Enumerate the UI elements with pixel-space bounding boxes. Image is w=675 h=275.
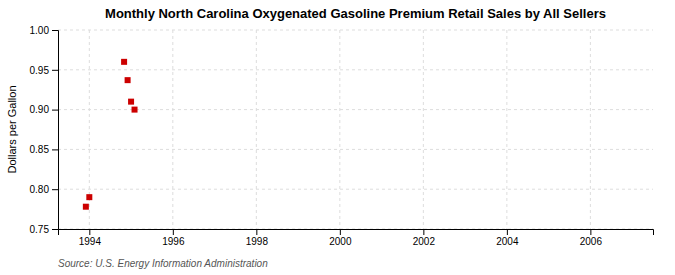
x-tick: 2006 xyxy=(580,229,603,247)
grid-line-x xyxy=(172,30,173,229)
title: Monthly North Carolina Oxygenated Gasoli… xyxy=(105,6,606,21)
x-axis: 1994 1996 1998 2000 2002 2004 2006 xyxy=(59,229,654,247)
y-tick-label: 0.85 xyxy=(30,144,50,155)
y-axis: 0.75 0.80 0.85 0.90 0.95 1.00 xyxy=(30,25,59,235)
points xyxy=(83,59,138,210)
x-tick-label: 1994 xyxy=(79,236,102,247)
y-axis-line xyxy=(52,31,59,230)
y-tick: 0.80 xyxy=(30,184,58,195)
grid-line-y xyxy=(58,109,653,110)
y-tick-label: 1.00 xyxy=(30,25,50,36)
grid-line-x xyxy=(590,30,591,229)
y-tick-label: 0.75 xyxy=(30,224,50,235)
y-tick: 0.90 xyxy=(30,104,58,115)
y-tick-label: 0.95 xyxy=(30,65,50,76)
grid-line-x xyxy=(256,30,257,229)
x-tick-label: 1998 xyxy=(246,236,269,247)
x-tick: 2000 xyxy=(329,229,352,247)
y-tick-label: 0.80 xyxy=(30,184,50,195)
x-tick-mark xyxy=(89,229,90,235)
point xyxy=(128,99,134,105)
x-tick-mark xyxy=(590,229,591,235)
point xyxy=(121,59,127,65)
y-tick-mark xyxy=(52,229,58,230)
y-tick: 1.00 xyxy=(30,25,58,36)
x-tick-label: 2000 xyxy=(329,236,352,247)
x-tick-mark xyxy=(423,229,424,235)
y-tick-mark xyxy=(52,70,58,71)
y-axis-title: Dollars per Gallon xyxy=(6,85,18,173)
grid-line-y xyxy=(58,69,653,70)
y-tick-mark xyxy=(52,110,58,111)
plot: 1994 1996 1998 2000 2002 2004 2006 0.75 0.80 0.85… xyxy=(30,25,654,247)
x-tick: 2002 xyxy=(413,229,436,247)
x-tick: 1996 xyxy=(162,229,185,247)
grid-line-y xyxy=(58,149,653,150)
point xyxy=(125,77,131,83)
point xyxy=(132,107,138,113)
grid-line-y xyxy=(58,189,653,190)
grid-line-x xyxy=(339,30,340,229)
x-tick-mark xyxy=(173,229,174,235)
x-tick: 1994 xyxy=(79,229,102,247)
chart: 1994 1996 1998 2000 2002 2004 2006 0.75 0.80 0.85… xyxy=(0,0,675,275)
x-tick-mark xyxy=(340,229,341,235)
y-tick: 0.85 xyxy=(30,144,58,155)
x-tick: 2004 xyxy=(496,229,519,247)
x-tick-label: 2006 xyxy=(580,236,603,247)
x-axis-line xyxy=(59,230,654,236)
x-tick: 1998 xyxy=(246,229,269,247)
grid-line-x xyxy=(506,30,507,229)
grid-line-y xyxy=(58,30,653,31)
grid xyxy=(58,30,653,229)
x-tick-mark xyxy=(507,229,508,235)
y-tick-mark xyxy=(52,149,58,150)
y-tick-mark xyxy=(52,189,58,190)
x-tick-label: 1996 xyxy=(162,236,185,247)
y-tick: 0.75 xyxy=(30,224,58,235)
x-tick-label: 2004 xyxy=(496,236,519,247)
point xyxy=(86,194,92,200)
y-tick-label: 0.90 xyxy=(30,104,50,115)
x-tick-mark xyxy=(256,229,257,235)
y-tick-mark xyxy=(52,30,58,31)
source: Source: U.S. Energy Information Administ… xyxy=(58,258,268,269)
grid-line-x xyxy=(423,30,424,229)
x-tick-label: 2002 xyxy=(413,236,436,247)
y-tick: 0.95 xyxy=(30,65,58,76)
point xyxy=(83,204,89,210)
